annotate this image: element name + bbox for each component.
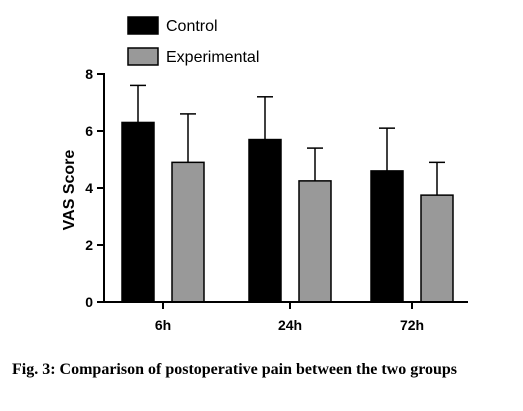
bar-experimental-6h <box>171 161 205 303</box>
x-tick-label: 24h <box>278 317 302 333</box>
x-tick-label: 72h <box>400 317 424 333</box>
y-tick-label: 0 <box>85 294 93 310</box>
bar-experimental-72h <box>420 194 454 303</box>
x-tick-label: 6h <box>155 317 171 333</box>
figure-caption: Fig. 3: Comparison of postoperative pain… <box>12 361 458 378</box>
legend-label-experimental: Experimental <box>166 49 259 66</box>
y-tick-label: 6 <box>85 123 93 139</box>
axes: 0 2 4 6 8 6h 24h 72h <box>85 66 468 333</box>
bar-chart: Control Experimental 0 2 4 6 8 6h 24h 72h VAS Sc… <box>61 16 468 333</box>
bar-control-24h <box>248 138 282 303</box>
y-tick-label: 8 <box>85 66 93 82</box>
legend-swatch-experimental <box>127 47 159 66</box>
error-bars <box>130 84 445 196</box>
legend-label-control: Control <box>166 18 218 35</box>
bar-control-6h <box>121 121 155 303</box>
y-tick-label: 2 <box>85 237 93 253</box>
y-tick-label: 4 <box>85 180 93 196</box>
legend: Control Experimental <box>127 16 259 66</box>
bars <box>121 121 454 303</box>
bar-experimental-24h <box>298 180 332 303</box>
y-axis-label: VAS Score <box>61 150 78 231</box>
legend-swatch-control <box>127 16 159 35</box>
bar-control-72h <box>370 170 404 303</box>
